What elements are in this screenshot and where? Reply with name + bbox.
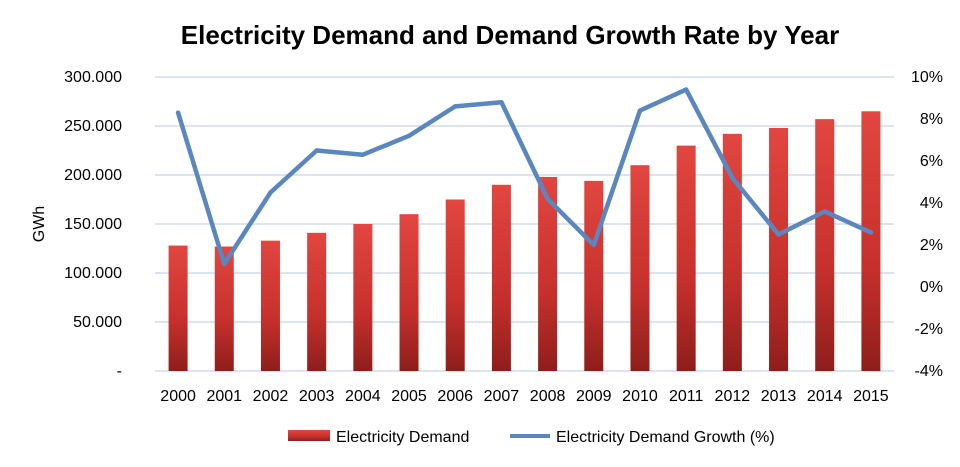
legend-label-bar: Electricity Demand	[336, 429, 469, 446]
growth-point	[360, 152, 366, 157]
bar	[769, 127, 789, 372]
growth-point	[268, 190, 273, 195]
legend: Electricity Demand Electricity Demand Gr…	[288, 429, 775, 446]
growth-point	[591, 242, 596, 248]
x-tick-label: 2010	[622, 388, 658, 405]
x-tick-label: 2004	[345, 388, 381, 405]
x-tick-label: 2011	[669, 388, 704, 405]
growth-point	[453, 104, 458, 109]
y-tick-label: 300.000	[64, 69, 122, 86]
x-tick-label: 2008	[530, 388, 566, 405]
growth-point	[683, 87, 689, 92]
growth-point	[314, 148, 319, 153]
bar	[214, 246, 234, 371]
growth-point	[730, 175, 735, 180]
legend-label-line: Electricity Demand Growth (%)	[556, 429, 775, 446]
growth-point	[545, 196, 550, 201]
x-tick-label: 2002	[253, 388, 289, 405]
bar	[676, 145, 696, 371]
growth-point	[822, 209, 827, 214]
x-tick-label: 2001	[206, 388, 242, 405]
y-tick-label: 150.000	[64, 216, 122, 233]
y-tick-label: 50.000	[73, 314, 122, 331]
x-tick-label: 2012	[715, 388, 751, 405]
y-tick-label: 250.000	[64, 118, 122, 135]
growth-point	[175, 110, 181, 115]
y2-tick-label: 6%	[920, 153, 943, 170]
bar	[260, 240, 280, 371]
x-tick-label: 2000	[160, 388, 196, 405]
bar	[307, 232, 327, 371]
bar	[722, 133, 742, 371]
y-tick-label: 100.000	[64, 265, 122, 282]
x-tick-label: 2015	[853, 388, 889, 405]
y-tick-label: 200.000	[64, 167, 122, 184]
line-series	[175, 87, 874, 267]
bar	[630, 165, 650, 371]
bar	[491, 184, 511, 371]
x-axis-ticks: 2000 2001 2002 2003 2004 2005 2006 2007 2008 2009…	[160, 388, 889, 405]
y2-tick-label: -2%	[915, 321, 943, 338]
bar	[445, 199, 465, 371]
y2-tick-label: 4%	[920, 195, 943, 212]
x-tick-label: 2007	[484, 388, 520, 405]
x-tick-label: 2009	[576, 388, 612, 405]
growth-line	[175, 87, 874, 267]
legend-swatch-bar	[288, 430, 330, 441]
y-axis-label: GWh	[31, 206, 48, 242]
y2-tick-label: -4%	[915, 363, 943, 380]
growth-point	[776, 232, 781, 237]
bar	[538, 176, 558, 371]
bar	[584, 180, 604, 371]
growth-point	[499, 100, 504, 105]
bar	[815, 119, 835, 371]
y-tick-label: -	[117, 363, 122, 380]
bar	[168, 245, 188, 371]
right-axis-ticks: -4% -2% 0% 2% 4% 6% 8% 10%	[911, 69, 943, 380]
growth-point	[406, 133, 412, 138]
y2-tick-label: 0%	[920, 279, 943, 296]
x-tick-label: 2006	[437, 388, 473, 405]
growth-point	[222, 261, 227, 267]
growth-point	[868, 230, 874, 235]
x-tick-label: 2003	[299, 388, 335, 405]
y2-tick-label: 2%	[920, 237, 943, 254]
x-tick-label: 2013	[761, 388, 797, 405]
y2-tick-label: 10%	[911, 69, 943, 86]
x-tick-label: 2005	[391, 388, 427, 405]
growth-point	[637, 108, 643, 113]
left-axis-ticks: - 50.000 100.000 150.000 200.000 250.000 300.0…	[64, 69, 122, 380]
y2-tick-label: 8%	[920, 111, 943, 128]
bar	[353, 224, 373, 371]
bar	[399, 214, 419, 371]
x-tick-label: 2014	[807, 388, 843, 405]
bar	[861, 111, 881, 372]
chart-title: Electricity Demand and Demand Growth Rat…	[181, 20, 839, 50]
